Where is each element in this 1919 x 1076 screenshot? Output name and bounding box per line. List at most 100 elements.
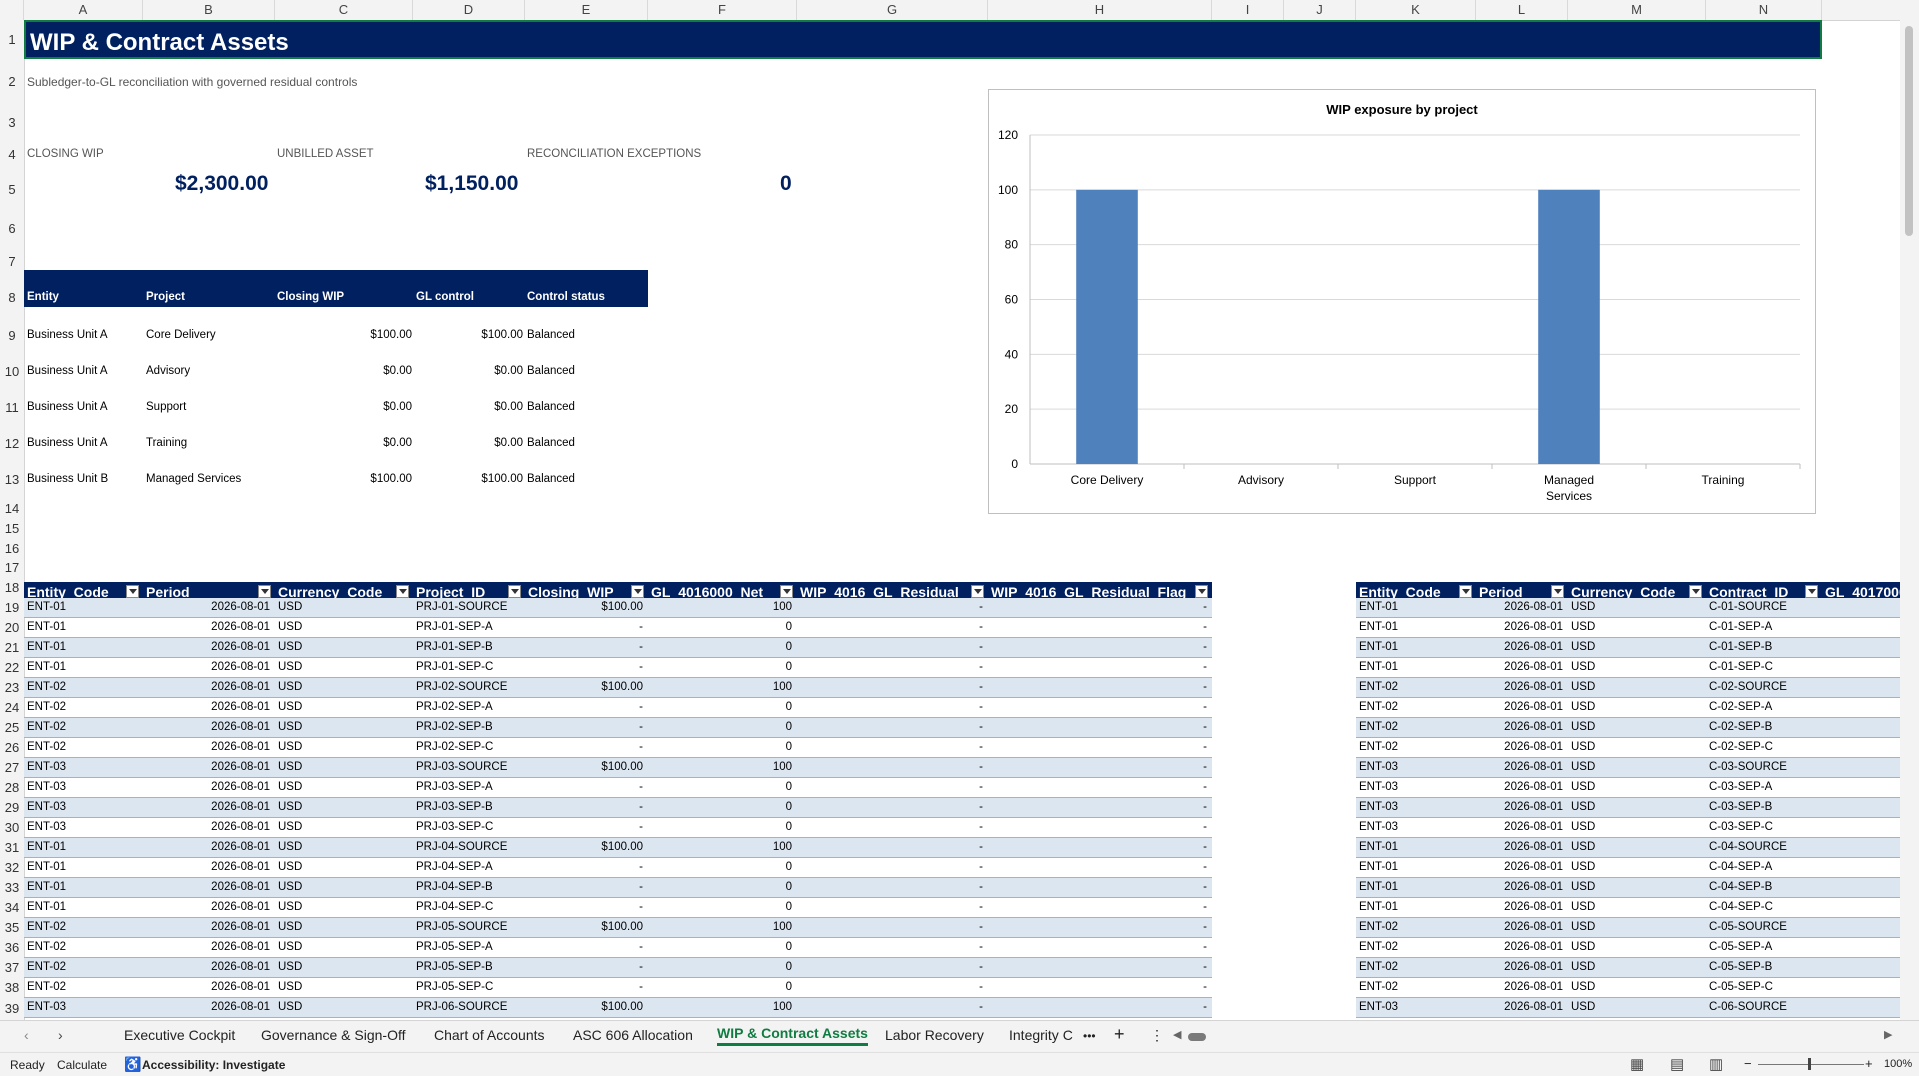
table-cell[interactable]: PRJ-03-SOURCE — [416, 761, 508, 773]
table-cell[interactable]: 2026-08-01 — [1504, 921, 1563, 933]
table-cell[interactable]: 2026-08-01 — [1504, 601, 1563, 613]
column-header-a[interactable]: A — [24, 0, 143, 20]
table-cell[interactable]: 100 — [772, 841, 792, 853]
table-cell[interactable]: 2026-08-01 — [1504, 641, 1563, 653]
column-header-k[interactable]: K — [1356, 0, 1476, 20]
chart-bar[interactable] — [1076, 189, 1138, 464]
column-header-j[interactable]: J — [1284, 0, 1356, 20]
table-cell[interactable]: 2026-08-01 — [1504, 961, 1563, 973]
table-cell[interactable]: ENT-02 — [27, 961, 66, 973]
table-cell[interactable]: USD — [1571, 801, 1596, 813]
table-cell[interactable]: 0 — [785, 701, 792, 713]
table-cell[interactable]: USD — [278, 641, 303, 653]
table-cell[interactable]: - — [639, 961, 643, 973]
table-cell[interactable]: USD — [1571, 841, 1596, 853]
tab-integrity-c[interactable]: Integrity C — [1009, 1027, 1073, 1043]
table-cell[interactable]: - — [639, 721, 643, 733]
table-cell[interactable]: USD — [278, 961, 303, 973]
row-header[interactable]: 8 — [8, 290, 16, 305]
table-cell[interactable]: ENT-02 — [1359, 681, 1398, 693]
table-cell[interactable]: PRJ-02-SEP-B — [416, 721, 493, 733]
row-header[interactable]: 4 — [8, 146, 16, 162]
table-cell[interactable]: USD — [278, 881, 303, 893]
table-cell[interactable]: 2026-08-01 — [211, 901, 270, 913]
table-cell[interactable]: C-05-SEP-C — [1709, 981, 1773, 993]
table-cell[interactable]: - — [979, 921, 983, 933]
filter-dropdown-icon[interactable] — [258, 585, 271, 598]
table-cell[interactable]: PRJ-02-SEP-A — [416, 701, 493, 713]
table-cell[interactable]: ENT-01 — [1359, 661, 1398, 673]
table-cell[interactable]: - — [1203, 641, 1207, 653]
table-cell[interactable]: - — [639, 781, 643, 793]
table-cell[interactable]: ENT-01 — [1359, 841, 1398, 853]
summary-cell[interactable]: $0.00 — [383, 365, 412, 377]
row-header[interactable]: 17 — [4, 560, 20, 575]
table-cell[interactable]: ENT-01 — [1359, 641, 1398, 653]
summary-cell[interactable]: Balanced — [527, 437, 575, 449]
row-header[interactable]: 19 — [4, 600, 20, 615]
column-header-b[interactable]: B — [143, 0, 275, 20]
table-cell[interactable]: 2026-08-01 — [211, 821, 270, 833]
table-cell[interactable]: 2026-08-01 — [211, 941, 270, 953]
column-header-d[interactable]: D — [413, 0, 525, 20]
table-cell[interactable]: C-01-SEP-B — [1709, 641, 1773, 653]
table-cell[interactable]: 0 — [785, 821, 792, 833]
table-cell[interactable]: C-03-SEP-B — [1709, 801, 1773, 813]
table-cell[interactable]: 0 — [785, 801, 792, 813]
table-cell[interactable]: C-06-SOURCE — [1709, 1001, 1787, 1013]
summary-cell[interactable]: Support — [146, 401, 187, 413]
table-cell[interactable]: ENT-01 — [27, 601, 66, 613]
table-cell[interactable]: USD — [278, 841, 303, 853]
table-cell[interactable]: C-01-SEP-A — [1709, 621, 1773, 633]
table-cell[interactable]: C-03-SOURCE — [1709, 761, 1787, 773]
summary-cell[interactable]: Business Unit A — [27, 365, 108, 377]
table-cell[interactable]: - — [1203, 621, 1207, 633]
table-cell[interactable]: - — [1203, 721, 1207, 733]
table-cell[interactable]: ENT-01 — [27, 861, 66, 873]
row-header[interactable]: 37 — [4, 960, 20, 975]
row-header[interactable]: 39 — [4, 1001, 20, 1016]
table-cell[interactable]: 0 — [785, 661, 792, 673]
table-cell[interactable]: 2026-08-01 — [211, 961, 270, 973]
row-header[interactable]: 28 — [4, 780, 20, 795]
table-cell[interactable]: C-05-SOURCE — [1709, 921, 1787, 933]
table-cell[interactable]: - — [1203, 781, 1207, 793]
column-header-h[interactable]: H — [988, 0, 1212, 20]
table-cell[interactable]: ENT-03 — [1359, 781, 1398, 793]
table-cell[interactable]: 100 — [772, 921, 792, 933]
table-cell[interactable]: USD — [278, 941, 303, 953]
table-cell[interactable]: - — [1203, 1001, 1207, 1013]
table-cell[interactable]: 0 — [785, 861, 792, 873]
zoom-out-button[interactable]: − — [1744, 1056, 1752, 1071]
filter-dropdown-icon[interactable] — [1805, 585, 1818, 598]
table-cell[interactable]: ENT-02 — [27, 941, 66, 953]
row-header[interactable]: 35 — [4, 920, 20, 935]
table-cell[interactable]: - — [979, 961, 983, 973]
table-cell[interactable]: ENT-02 — [27, 721, 66, 733]
table-cell[interactable]: 2026-08-01 — [211, 781, 270, 793]
summary-cell[interactable]: $0.00 — [383, 401, 412, 413]
summary-cell[interactable]: Business Unit A — [27, 401, 108, 413]
table-cell[interactable]: 2026-08-01 — [1504, 661, 1563, 673]
table-cell[interactable]: 2026-08-01 — [1504, 761, 1563, 773]
table-cell[interactable]: - — [1203, 961, 1207, 973]
table-cell[interactable]: $100.00 — [601, 681, 643, 693]
table-cell[interactable]: USD — [278, 681, 303, 693]
normal-view-icon[interactable]: ▦ — [1630, 1056, 1645, 1073]
table-cell[interactable]: - — [979, 661, 983, 673]
table-cell[interactable]: ENT-02 — [1359, 721, 1398, 733]
table-cell[interactable]: - — [1203, 821, 1207, 833]
table-cell[interactable]: 100 — [772, 681, 792, 693]
summary-cell[interactable]: Business Unit A — [27, 329, 108, 341]
table-cell[interactable]: - — [639, 701, 643, 713]
table-cell[interactable]: 2026-08-01 — [1504, 681, 1563, 693]
table-cell[interactable]: PRJ-04-SEP-B — [416, 881, 493, 893]
table-cell[interactable]: - — [979, 801, 983, 813]
table-cell[interactable]: PRJ-03-SEP-B — [416, 801, 493, 813]
table-cell[interactable]: - — [979, 641, 983, 653]
table-cell[interactable]: 0 — [785, 941, 792, 953]
table-cell[interactable]: - — [639, 741, 643, 753]
column-header-l[interactable]: L — [1476, 0, 1568, 20]
table-cell[interactable]: C-04-SEP-A — [1709, 861, 1773, 873]
table-cell[interactable]: 2026-08-01 — [211, 921, 270, 933]
